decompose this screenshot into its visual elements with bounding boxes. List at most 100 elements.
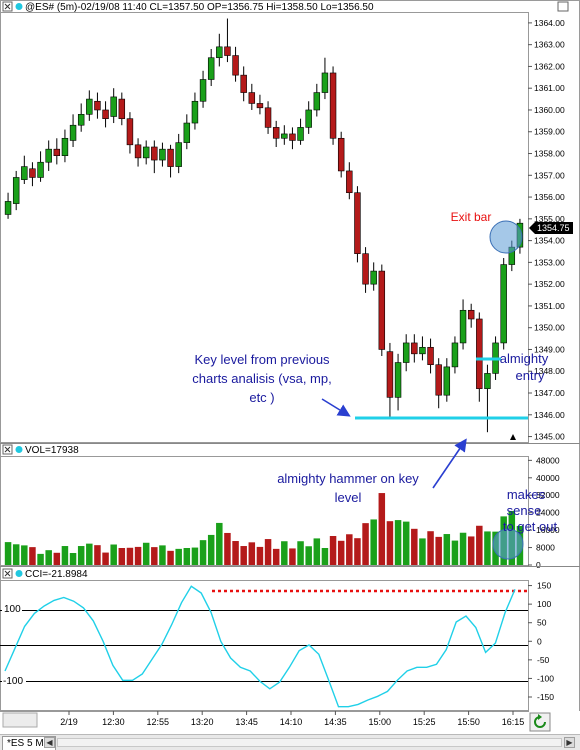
cci-tick-label: 0: [537, 636, 542, 646]
horizontal-scrollbar[interactable]: [57, 738, 562, 747]
volume-bar: [240, 546, 247, 565]
bar-marker-icon: [510, 434, 516, 440]
cci-axis: 150 100 50 0 -50 -100 -150: [528, 581, 554, 702]
volume-bar: [151, 547, 158, 565]
price-tick-label: 1345.00: [534, 432, 565, 442]
price-tick-label: 1349.00: [534, 344, 565, 354]
volume-axis: 0 8000 16000 24000 32000 40000 48000: [528, 455, 560, 570]
volume-bar: [69, 553, 77, 565]
refresh-button[interactable]: [529, 712, 551, 732]
candle-body: [199, 79, 207, 102]
volume-tick-label: 24000: [536, 508, 560, 518]
candle-body: [12, 177, 20, 204]
candle: [411, 334, 418, 363]
volume-header-label: VOL=17938: [25, 445, 79, 456]
time-tick-label: 2/19: [60, 717, 78, 727]
volume-bar: [281, 541, 288, 565]
time-tick-label: 13:20: [191, 717, 214, 727]
candle-body: [21, 166, 28, 180]
price-tick-label: 1355.00: [534, 214, 565, 224]
candle: [281, 125, 288, 145]
volume-bar: [167, 550, 174, 565]
candle: [467, 303, 475, 328]
bottom-tab-bar: *ES 5 Min ◀ ▶: [0, 734, 580, 750]
volume-bar: [77, 546, 85, 565]
price-tick-label: 1356.00: [534, 192, 565, 202]
price-tick-label: 1354.00: [534, 236, 565, 246]
time-tick-label: 16:15: [502, 717, 525, 727]
candle-body: [69, 124, 77, 141]
candle: [4, 192, 12, 219]
candle-body: [476, 318, 483, 389]
key-level-note-line1: Key level from previous: [194, 352, 330, 367]
volume-bar: [142, 542, 150, 565]
candle: [151, 140, 158, 174]
volume-bar: [346, 534, 353, 565]
candle-body: [167, 148, 174, 167]
price-tick-label: 1353.00: [534, 257, 565, 267]
volume-bar: [354, 538, 361, 565]
price-tick-label: 1358.00: [534, 149, 565, 159]
cci-series-line: [4, 585, 516, 708]
volume-bar: [12, 544, 20, 565]
scroll-left-button[interactable]: ◀: [44, 737, 55, 748]
key-level-arrow: [321, 398, 351, 417]
candle-body: [256, 103, 264, 109]
volume-bar: [37, 553, 44, 565]
candle-body: [354, 192, 361, 254]
candle-body: [224, 46, 231, 56]
volume-bar: [313, 538, 321, 565]
candle: [21, 155, 28, 184]
scroll-right-button[interactable]: ▶: [564, 737, 575, 748]
volume-bar: [321, 547, 329, 565]
volume-bar: [45, 550, 52, 565]
volume-bar: [183, 547, 191, 565]
candle: [272, 120, 280, 147]
volume-bar: [110, 544, 117, 565]
volume-bar: [199, 540, 207, 565]
volume-bar: [386, 521, 394, 565]
candle: [45, 140, 52, 171]
volume-bar: [102, 552, 109, 565]
candle-body: [4, 201, 12, 215]
candle-body: [500, 264, 507, 344]
candle-body: [110, 96, 117, 117]
hammer-note-line2: level: [335, 490, 362, 505]
candle: [443, 358, 451, 402]
candle: [427, 338, 434, 374]
candle-body: [53, 148, 61, 156]
candle-body: [459, 309, 467, 344]
volume-bar: [4, 542, 12, 565]
candle-body: [289, 133, 296, 141]
candle-body: [281, 133, 288, 139]
price-tick-label: 1362.00: [534, 61, 565, 71]
candle: [476, 312, 483, 402]
candle-body: [427, 346, 434, 366]
chart-tab[interactable]: *ES 5 Min: [2, 736, 57, 750]
candle-body: [378, 270, 386, 350]
candle-body: [118, 98, 126, 119]
volume-bar: [297, 541, 304, 565]
cci-header-label: CCI=-21.8984: [25, 569, 88, 580]
candle: [484, 364, 491, 433]
volume-bar: [224, 532, 231, 565]
time-axis-scroll-thumb[interactable]: [2, 712, 38, 728]
cci-header: CCI=-21.8984: [2, 568, 88, 580]
candle-body: [94, 100, 101, 111]
volume-bar: [264, 539, 272, 565]
price-tick-label: 1359.00: [534, 127, 565, 137]
volume-bar: [191, 547, 199, 565]
price-series-dot-icon: [15, 3, 23, 10]
price-panel-button[interactable]: [557, 1, 569, 12]
candle: [362, 247, 369, 293]
candle-body: [329, 72, 337, 139]
volume-bar: [451, 540, 459, 565]
volume-bar: [53, 552, 61, 565]
candle-body: [451, 342, 459, 368]
candle-body: [346, 170, 353, 194]
exit-bar-note: Exit bar: [451, 210, 492, 224]
volume-bar: [21, 545, 28, 565]
sense-note-line1: makes: [507, 487, 546, 502]
volume-bar: [378, 493, 386, 565]
